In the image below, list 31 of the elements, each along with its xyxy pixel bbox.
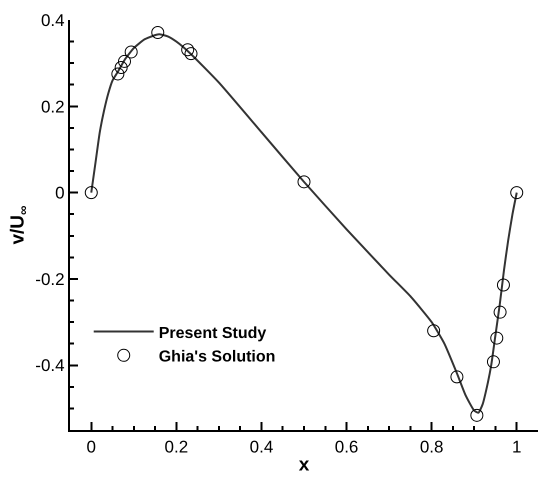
x-tick-label: 0.8 xyxy=(420,437,444,456)
point xyxy=(494,306,507,319)
point xyxy=(490,332,504,345)
point xyxy=(181,43,194,56)
point xyxy=(496,278,510,292)
point xyxy=(111,67,124,80)
x-axis-title: x xyxy=(298,454,310,476)
point xyxy=(427,324,440,338)
legend-label: Ghia's Solution xyxy=(158,348,276,366)
point xyxy=(450,370,464,384)
legend-label: Present Study xyxy=(158,324,266,342)
point xyxy=(84,186,98,200)
x-tick-label: 0.6 xyxy=(334,437,358,456)
point xyxy=(151,26,164,40)
y-tick-label: 0.4 xyxy=(40,10,65,30)
x-tick-label: 0.4 xyxy=(250,437,274,456)
x-tick-label: 1 xyxy=(512,437,522,456)
x-tick-label: 0 xyxy=(86,437,96,456)
point xyxy=(118,54,131,68)
point xyxy=(184,47,198,60)
y-tick-label: -0.4 xyxy=(35,356,65,376)
point xyxy=(486,355,500,368)
y-tick-label: 0.2 xyxy=(40,97,65,116)
point xyxy=(510,186,524,200)
point xyxy=(124,45,138,58)
x-tick-label: 0.2 xyxy=(164,437,188,456)
y-tick-label: 0 xyxy=(55,184,65,203)
y-tick-label: -0.2 xyxy=(35,270,65,289)
point xyxy=(470,408,484,422)
point xyxy=(298,175,310,188)
point xyxy=(114,60,128,74)
